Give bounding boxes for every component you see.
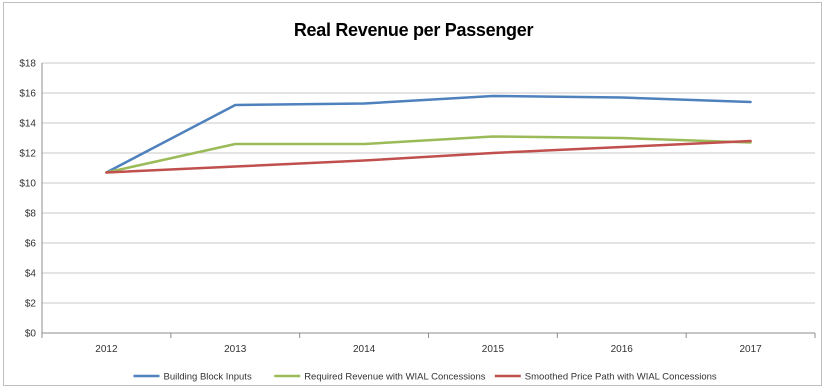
series-line-2	[105, 135, 752, 174]
y-tick-label: $10	[19, 179, 36, 190]
y-tick-label: $2	[25, 299, 37, 310]
x-tick-label: 2014	[353, 344, 376, 355]
x-tick-label: 2013	[224, 344, 247, 355]
legend-label-2: Required Revenue with WIAL Concessions	[304, 372, 486, 383]
legend-label-1: Building Block Inputs	[164, 372, 252, 383]
x-tick-label: 2015	[482, 344, 505, 355]
y-tick-label: $16	[19, 89, 36, 100]
chart-frame	[3, 2, 822, 386]
legend-label-3: Smoothed Price Path with WIAL Concession…	[525, 372, 717, 383]
chart-title: Real Revenue per Passenger	[293, 20, 534, 40]
y-tick-label: $6	[25, 239, 37, 250]
y-tick-label: $8	[25, 209, 37, 220]
x-axis-tick-labels: 2012 2013 2014 2015 2016 2017	[95, 344, 762, 355]
y-tick-label: $4	[25, 269, 37, 280]
x-tick-label: 2017	[739, 344, 762, 355]
y-tick-label: $18	[19, 59, 36, 70]
axes	[41, 63, 816, 338]
series-line-1	[105, 94, 752, 174]
series-lines	[105, 94, 752, 174]
y-tick-label: $0	[25, 329, 37, 340]
gridlines	[42, 62, 815, 334]
legend: Building Block Inputs Required Revenue wi…	[133, 372, 717, 383]
y-axis-tick-labels: $0 $2 $4 $6 $8 $10 $12 $14 $16 $18	[19, 59, 36, 340]
x-tick-label: 2016	[611, 344, 634, 355]
y-tick-label: $14	[19, 119, 36, 130]
x-tick-label: 2012	[95, 344, 118, 355]
y-tick-label: $12	[19, 149, 36, 160]
series-line-3	[105, 139, 752, 174]
